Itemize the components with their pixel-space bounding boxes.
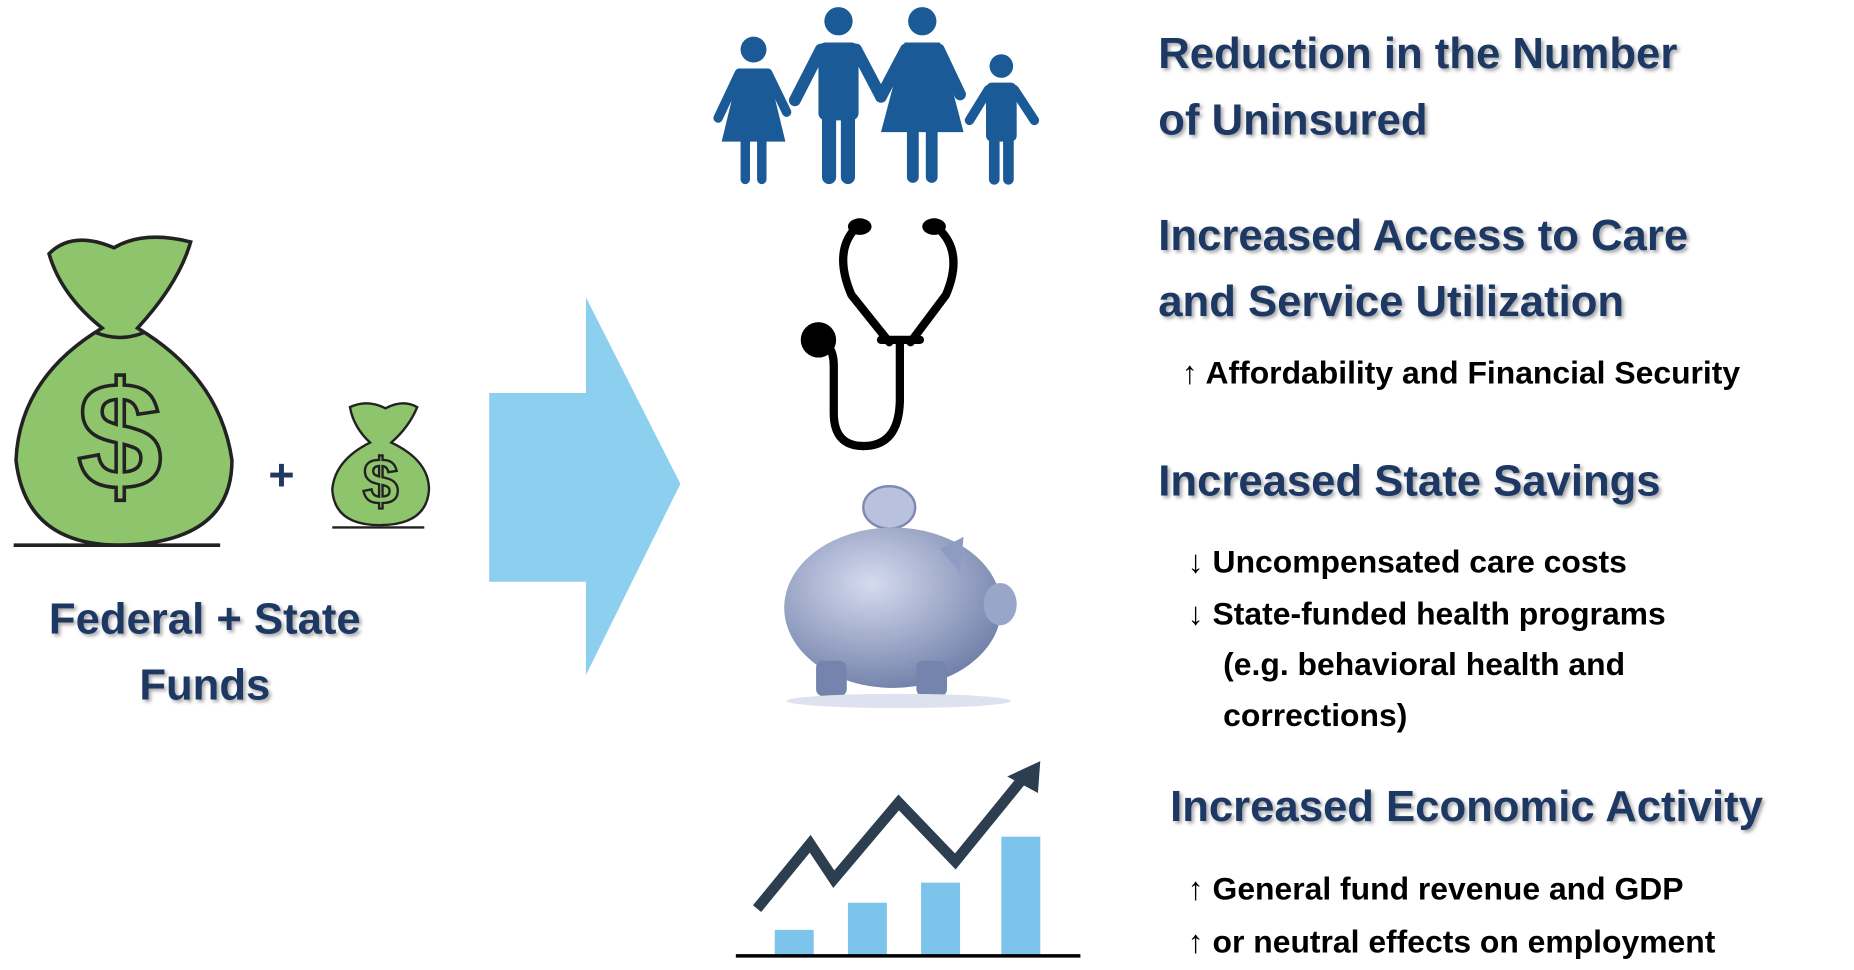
family-icon [713,7,1040,185]
outcome-bullet: corrections) [1223,697,1407,733]
outcome-bullet: ↓ Uncompensated care costs [1188,543,1627,579]
source-label: Funds [139,660,270,709]
outcome-heading: Increased State Savings [1158,456,1660,505]
outcome-heading: Reduction in the Number [1158,29,1677,78]
piggy-bank-icon [784,485,1017,709]
outcome-bullet: (e.g. behavioral health and [1223,646,1625,682]
outcome-heading: and Service Utilization [1158,277,1624,326]
money-bag-large: $ [13,235,234,547]
outcome-heading: Increased Economic Activity [1170,782,1764,831]
money-bag-small: $ [331,402,431,529]
outcome-bullet: ↓ State-funded health programs [1188,595,1666,631]
outcome-heading: Increased Access to Care [1158,211,1688,260]
growth-chart-icon [735,761,1081,958]
plus-sign: + [268,449,294,500]
svg-text:$: $ [363,444,399,517]
source-label: Federal + State [49,594,361,643]
outcome-bullet: ↑ General fund revenue and GDP [1188,870,1684,906]
outcome-bullet: ↑ or neutral effects on employment [1188,923,1716,959]
stethoscope-icon [800,218,958,451]
svg-text:$: $ [77,350,162,522]
outcome-bullet: ↑ Affordability and Financial Security [1182,355,1741,391]
outcome-heading: of Uninsured [1158,95,1427,144]
flow-arrow [489,297,681,675]
